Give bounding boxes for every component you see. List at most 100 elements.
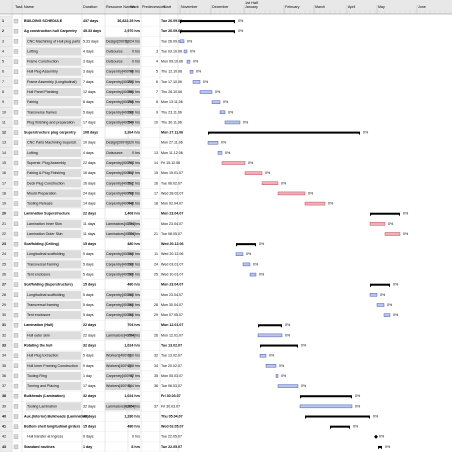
indicator-icon <box>13 302 19 308</box>
summary-bar[interactable] <box>180 30 235 33</box>
task-name[interactable]: Plug finishing and preparation <box>27 120 75 124</box>
task-name[interactable]: Scaffolding (Ceiling) <box>24 242 60 246</box>
summary-bar[interactable] <box>370 283 390 286</box>
task-name[interactable]: Frame Construction <box>27 60 59 64</box>
task-bar[interactable] <box>217 151 223 155</box>
task-bar[interactable] <box>265 364 277 368</box>
task-bar[interactable] <box>249 272 257 277</box>
summary-bar[interactable] <box>305 415 370 418</box>
task-name[interactable]: Ag construction hull Carpentry <box>24 29 77 33</box>
resource-names: Outsource <box>106 151 123 155</box>
task-bar[interactable] <box>304 201 326 206</box>
task-bar[interactable] <box>242 262 251 267</box>
row-selector[interactable] <box>0 441 13 452</box>
summary-bar[interactable] <box>300 395 352 398</box>
col-predecessors[interactable]: Predecessors <box>142 5 165 9</box>
task-bar[interactable] <box>277 191 306 196</box>
task-name[interactable]: Fairing & Plug Finishing <box>27 171 65 175</box>
task-name[interactable]: Tooling Lamination <box>27 404 57 408</box>
task-name[interactable]: Lofting <box>27 151 38 155</box>
task-bar[interactable] <box>192 80 201 84</box>
task-bar[interactable] <box>183 49 188 54</box>
task-name[interactable]: Hull Plug Assembly <box>27 70 58 74</box>
resource-highlight <box>105 169 140 178</box>
task-bar[interactable] <box>211 100 221 104</box>
task-name[interactable]: Bulkheads (Lamination) <box>24 394 66 398</box>
task-name[interactable]: Hull Panel Planking <box>27 90 58 94</box>
task-bar[interactable] <box>179 39 185 44</box>
task-name[interactable]: Bottom shell longitudinal girders <box>24 425 80 429</box>
task-name[interactable]: Tooling Ring <box>27 374 47 378</box>
work: 704 hrs <box>128 232 140 236</box>
task-bar[interactable] <box>257 333 283 338</box>
task-name[interactable]: Lamination Inner Skin <box>27 222 62 226</box>
task-bar[interactable] <box>376 303 385 307</box>
summary-bar[interactable] <box>180 20 235 23</box>
task-name[interactable]: Lamination (Hull) <box>24 323 54 327</box>
task-bar[interactable] <box>221 161 246 165</box>
task-name[interactable]: Superstructure plug carpentry <box>24 131 76 135</box>
resource-highlight <box>105 47 140 56</box>
task-bar[interactable] <box>299 404 353 409</box>
task-name[interactable]: CNC Machining of Hull plug parts <box>27 39 80 43</box>
task-name[interactable]: Aux.(Interior) Bulkheads (Lamination) <box>24 414 89 418</box>
task-bar[interactable] <box>259 353 267 358</box>
summary-bar[interactable] <box>236 243 256 246</box>
task-bar[interactable] <box>235 252 244 256</box>
task-bar[interactable] <box>369 222 386 226</box>
col-task-name[interactable]: Task Name <box>15 5 34 9</box>
task-bar[interactable] <box>384 232 401 236</box>
summary-bar[interactable] <box>378 445 382 448</box>
task-bar[interactable] <box>277 384 299 388</box>
task-name[interactable]: Scaffolding (Superstructure) <box>24 283 74 287</box>
task-bar[interactable] <box>219 110 226 115</box>
col-start[interactable]: Start <box>163 5 172 9</box>
task-name[interactable]: Fairing <box>27 100 38 104</box>
summary-bar[interactable] <box>330 425 350 428</box>
task-name[interactable]: CNC Parts Machining Superstr. <box>27 141 77 145</box>
task-name[interactable]: Lofting <box>27 49 38 53</box>
task-name[interactable]: Lamination Outer Skin <box>27 232 63 236</box>
task-name[interactable]: BUILDING SCHEDULE <box>24 19 63 23</box>
task-name[interactable]: Hull transfer at Ingress <box>27 435 63 439</box>
task-name[interactable]: Hull outer skin <box>27 333 50 337</box>
task-name[interactable]: Transverse frames <box>27 110 57 114</box>
task-bar[interactable] <box>199 90 213 94</box>
col-work[interactable]: Work <box>130 5 139 9</box>
task-name[interactable]: Rotating the hull <box>24 343 52 347</box>
task-name[interactable]: Tooling Release <box>27 202 53 206</box>
col-resource[interactable]: Resource Names <box>106 5 135 9</box>
task-bar[interactable] <box>369 293 378 297</box>
col-duration[interactable]: Duration <box>83 5 97 9</box>
task-bar[interactable] <box>189 70 194 74</box>
task-name[interactable]: Lamination Superstructure <box>24 212 70 216</box>
task-name[interactable]: Transversal framing <box>27 262 59 266</box>
task-name[interactable]: Hull Inner Framing Construction <box>27 364 78 368</box>
task-bar[interactable] <box>261 181 279 186</box>
task-name[interactable]: Tent enclosure <box>27 313 50 317</box>
task-name[interactable]: Tent enclosure <box>27 273 50 277</box>
task-name[interactable]: Transversal framing <box>27 303 59 307</box>
task-name[interactable]: Longitudinal scaffolding <box>27 293 65 297</box>
task-bar[interactable] <box>207 141 219 145</box>
task-name[interactable]: Hull Plug Extraction <box>27 354 58 358</box>
work: 32 hrs <box>130 374 140 378</box>
task-bar[interactable] <box>186 59 191 64</box>
task-name[interactable]: Longitudinal scaffolding <box>27 252 65 256</box>
summary-bar[interactable] <box>208 131 360 134</box>
task-name[interactable]: Mould Preparation <box>27 191 56 195</box>
summary-bar[interactable] <box>258 324 282 327</box>
summary-bar[interactable] <box>260 344 298 347</box>
task-bar[interactable] <box>275 374 279 378</box>
task-name[interactable]: Standard routines <box>24 445 55 449</box>
summary-bar[interactable] <box>370 212 400 215</box>
task-name[interactable]: Superstr. Plug Assembly <box>27 161 66 165</box>
task-bar[interactable] <box>383 313 391 317</box>
task-name[interactable]: Deck Plug Construction <box>27 181 65 185</box>
task-bar[interactable] <box>244 171 263 175</box>
task-name[interactable]: Frame Assembly (Longitudinal) <box>27 80 77 84</box>
predecessors: 17 <box>154 191 158 195</box>
milestone[interactable] <box>374 434 378 439</box>
task-name[interactable]: Turning and Placing <box>27 384 59 388</box>
task-bar[interactable] <box>224 120 241 125</box>
